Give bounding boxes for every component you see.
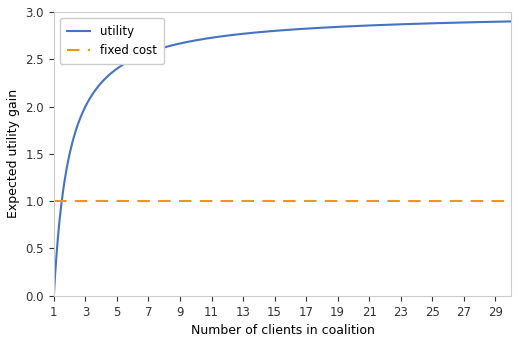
utility	[252, 31, 258, 35]
Legend: utility, fixed cost: utility, fixed cost	[60, 18, 164, 64]
fixed cost	[236, 199, 242, 203]
utility	[236, 32, 242, 36]
fixed cost	[51, 199, 57, 203]
X-axis label: Number of clients in coalition: Number of clients in coalition	[191, 324, 375, 337]
utility	[365, 23, 371, 28]
fixed cost	[97, 199, 104, 203]
Line: utility: utility	[54, 21, 511, 296]
fixed cost	[365, 199, 371, 203]
utility	[97, 82, 104, 86]
utility	[415, 22, 422, 26]
fixed cost	[407, 199, 413, 203]
fixed cost	[508, 199, 514, 203]
utility	[407, 22, 413, 26]
fixed cost	[252, 199, 258, 203]
utility	[51, 294, 57, 298]
utility	[508, 19, 514, 23]
fixed cost	[415, 199, 422, 203]
Y-axis label: Expected utility gain: Expected utility gain	[7, 89, 20, 218]
